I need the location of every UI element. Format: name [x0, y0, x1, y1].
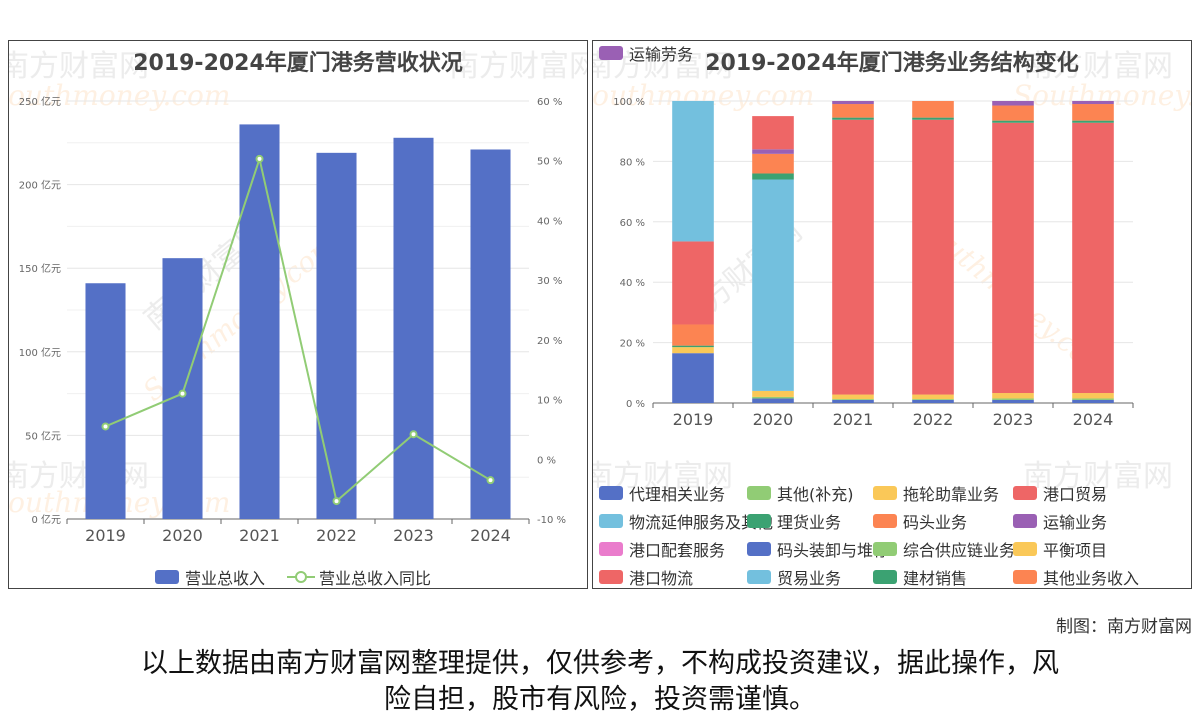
stack-segment — [752, 179, 794, 391]
stack-segment — [832, 104, 874, 118]
structure-chart-svg: 0 % 20 % 40 % 60 % 80 % 100 % 2019 2020 2021 2022… — [613, 97, 1134, 429]
bar-revenue — [239, 124, 280, 520]
stack-segment — [992, 101, 1034, 106]
stack-segment — [912, 101, 954, 118]
y-right-tick-label: 50 % — [537, 157, 562, 168]
stack-segment — [672, 241, 714, 325]
stack-segment — [1072, 393, 1114, 399]
stack-segment — [992, 398, 1034, 400]
y-tick-label: 100 % — [613, 97, 645, 108]
y-tick-label: 20 % — [620, 339, 645, 350]
point-yoy — [409, 430, 418, 439]
stack-segment — [992, 393, 1034, 399]
stack-segment — [832, 394, 874, 400]
stack-segment — [832, 117, 874, 120]
structure-chart-panel: 南方财富网 Southmoney.com 南方财富网 Southmoney.co… — [592, 40, 1192, 589]
revenue-chart-panel: 南方财富网 Southmoney.com 南方财富网 南方财富网 Southmo… — [8, 40, 588, 589]
revenue-chart-svg: 0 亿元 50 亿元 100 亿元 150 亿元 200 亿元 250 亿元 -10 % 0 … — [19, 95, 566, 545]
stack-segment — [1072, 101, 1114, 105]
line-yoy — [105, 155, 492, 503]
y-tick-label: 80 % — [620, 157, 645, 168]
stack-segment — [912, 394, 954, 400]
stack-segment — [992, 105, 1034, 121]
x-tick-label: 2022 — [913, 410, 954, 429]
bar-revenue — [85, 283, 126, 519]
stack-segment — [672, 345, 714, 348]
stack-segment — [752, 153, 794, 174]
point-yoy — [486, 476, 495, 485]
y-left-tick-label: 150 亿元 — [19, 262, 61, 275]
stack-segment — [912, 119, 954, 395]
stack-segment — [752, 390, 794, 397]
disclaimer-line-2: 险自担，股市有风险，投资需谨慎。 — [384, 684, 816, 715]
stack-segment — [752, 116, 794, 150]
right-chart-title: 2019-2024年厦门港务业务结构变化 — [705, 51, 1079, 76]
stack-segment — [672, 324, 714, 346]
stack-segment — [752, 396, 794, 399]
x-tick-label: 2020 — [753, 410, 794, 429]
stack-segment — [1072, 120, 1114, 123]
y-left-tick-label: 250 亿元 — [19, 95, 61, 108]
y-left-tick-label: 100 亿元 — [19, 346, 61, 359]
stack-segment — [672, 101, 714, 242]
y-right-tick-label: 30 % — [537, 276, 562, 287]
y-right-tick-label: 0 % — [537, 455, 556, 466]
x-tick-label: 2021 — [833, 410, 874, 429]
y-tick-label: 60 % — [620, 218, 645, 229]
y-left-tick-label: 200 亿元 — [19, 179, 61, 192]
stack-segment — [912, 399, 954, 403]
x-tick-label: 2022 — [316, 526, 357, 545]
y-right-tick-label: -10 % — [537, 515, 566, 526]
x-tick-label: 2019 — [85, 526, 126, 545]
y-tick-label: 0 % — [626, 399, 645, 410]
stack-segment — [752, 149, 794, 154]
disclaimer: 以上数据由南方财富网整理提供，仅供参考，不构成投资建议，据此操作，风 险自担，股… — [0, 646, 1200, 718]
bar-revenue — [162, 258, 203, 519]
x-tick-label: 2023 — [393, 526, 434, 545]
x-tick-label: 2023 — [993, 410, 1034, 429]
x-tick-label: 2024 — [1073, 410, 1114, 429]
stack-segment — [752, 173, 794, 180]
stack-segment — [1072, 398, 1114, 400]
bar-revenue — [316, 152, 357, 519]
disclaimer-line-1: 以上数据由南方财富网整理提供，仅供参考，不构成投资建议，据此操作，风 — [141, 648, 1059, 679]
point-yoy — [255, 154, 264, 163]
bar-revenue — [470, 149, 511, 519]
stack-segment — [1072, 104, 1114, 121]
stack-segment — [912, 117, 954, 120]
y-right-tick-label: 40 % — [537, 216, 562, 227]
x-tick-label: 2020 — [162, 526, 203, 545]
y-right-tick-label: 20 % — [537, 336, 562, 347]
bar-revenue — [393, 137, 434, 519]
point-yoy — [332, 497, 341, 506]
y-left-tick-label: 50 亿元 — [25, 429, 61, 442]
stack-segment — [912, 399, 954, 400]
x-tick-label: 2024 — [470, 526, 511, 545]
stack-segment — [832, 399, 874, 400]
y-tick-label: 40 % — [620, 278, 645, 289]
stack-segment — [832, 101, 874, 105]
y-left-tick-label: 0 亿元 — [31, 513, 61, 526]
stack-segment — [992, 399, 1034, 403]
point-yoy — [178, 389, 187, 398]
chart-credit: 制图：南方财富网 — [1056, 617, 1192, 637]
stack-segment — [1072, 399, 1114, 403]
stack-segment — [992, 122, 1034, 394]
stack-segment — [752, 398, 794, 403]
stack-segment — [992, 120, 1034, 123]
x-tick-label: 2021 — [239, 526, 280, 545]
y-right-tick-label: 60 % — [537, 97, 562, 108]
stack-segment — [672, 347, 714, 354]
stack-segment — [832, 399, 874, 403]
stack-segment — [1072, 122, 1114, 394]
left-chart-title: 2019-2024年厦门港务营收状况 — [133, 51, 463, 76]
stack-segment — [832, 119, 874, 395]
x-tick-label: 2019 — [673, 410, 714, 429]
stack-segment — [672, 353, 714, 403]
point-yoy — [101, 422, 110, 431]
y-right-tick-label: 10 % — [537, 396, 562, 407]
